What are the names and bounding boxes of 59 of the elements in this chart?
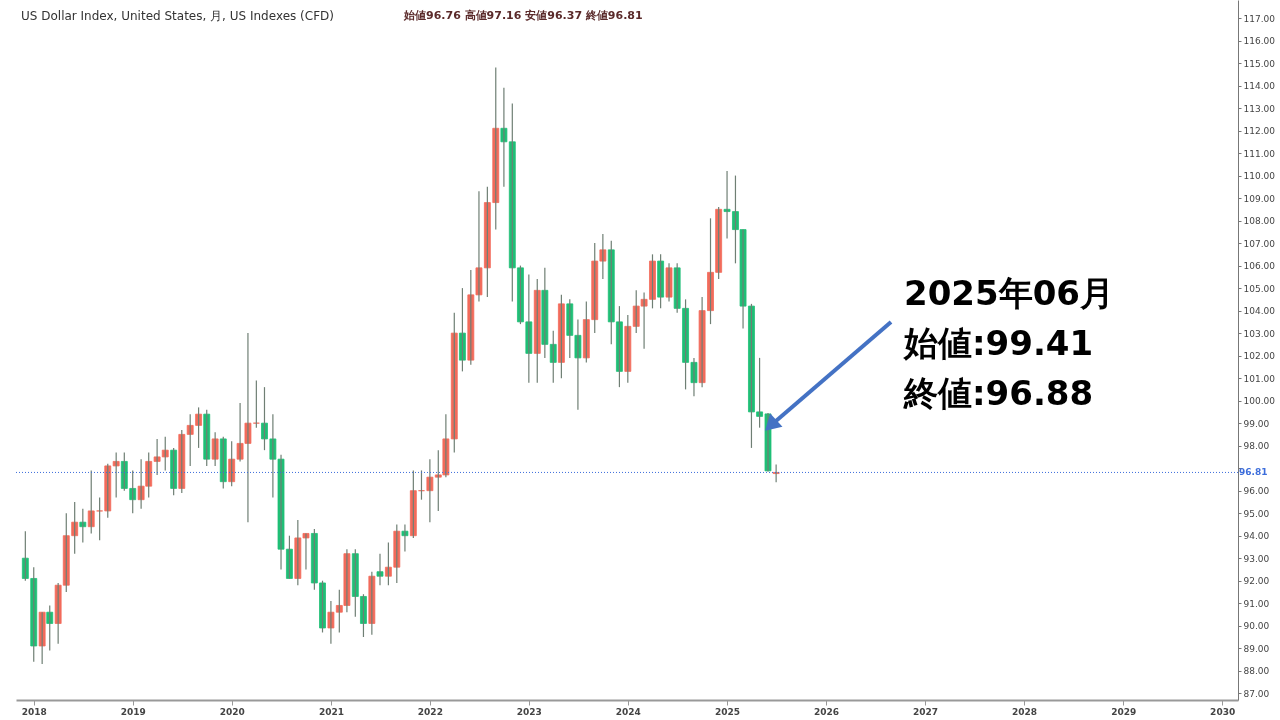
- x-tick-label: 2027: [912, 706, 939, 717]
- x-tick-label: 2030: [1210, 706, 1236, 717]
- y-tick-label: 101.00: [1243, 373, 1276, 384]
- candlestick: [87, 469, 95, 535]
- y-tick-label: 89.00: [1243, 643, 1270, 654]
- y-tick-label: 87.00: [1243, 688, 1270, 699]
- x-tick-label: 2024: [615, 706, 641, 717]
- y-tick-label: 107.00: [1243, 238, 1276, 249]
- ref-line-label: 96.81: [1239, 467, 1268, 478]
- candlestick: [657, 253, 665, 309]
- y-tick-label: 93.00: [1243, 553, 1270, 564]
- y-tick-label: 95.00: [1243, 508, 1270, 519]
- candlestick: [211, 431, 219, 467]
- candlestick: [112, 451, 120, 499]
- y-tick-label: 106.00: [1243, 261, 1276, 272]
- candlestick: [665, 262, 673, 303]
- x-tick-label: 2025: [715, 706, 741, 717]
- x-tick-label: 2018: [21, 706, 47, 717]
- y-tick-label: 113.00: [1243, 103, 1276, 114]
- candlestick: [549, 330, 557, 384]
- y-tick-label: 112.00: [1243, 126, 1276, 137]
- candlestick: [459, 287, 466, 372]
- candlestick: [203, 409, 211, 467]
- text: 始値96.76 高値97.16 安値96.37 終値96.81: [403, 9, 643, 22]
- x-tick-label: 2028: [1011, 706, 1037, 717]
- y-tick-label: 92.00: [1243, 576, 1270, 587]
- x-tick-label: 2029: [1111, 706, 1137, 717]
- x-tick-label: 2023: [516, 706, 542, 717]
- x-tick-label: 2022: [417, 706, 443, 717]
- y-tick-label: 117.00: [1243, 13, 1276, 24]
- annotation: 2025年06月: [904, 273, 1114, 313]
- y-tick-label: 110.00: [1243, 171, 1276, 182]
- y-tick-label: 105.00: [1243, 283, 1276, 294]
- y-tick-label: 94.00: [1243, 531, 1270, 542]
- y-tick-label: 88.00: [1243, 666, 1270, 677]
- x-tick-label: 2019: [120, 706, 146, 717]
- y-tick-label: 102.00: [1243, 351, 1276, 362]
- y-tick-label: 111.00: [1243, 148, 1276, 159]
- x-tick-label: 2020: [219, 706, 245, 717]
- y-tick-label: 108.00: [1243, 216, 1276, 227]
- y-tick-label: 100.00: [1243, 396, 1276, 407]
- x-tick-label: 2021: [318, 706, 344, 717]
- y-tick-label: 98.00: [1243, 441, 1270, 452]
- y-tick-label: 96.00: [1243, 486, 1270, 497]
- y-tick-label: 103.00: [1243, 328, 1276, 339]
- y-tick-label: 116.00: [1243, 36, 1276, 47]
- annotation: 始値:99.41: [903, 323, 1094, 363]
- y-tick-label: 90.00: [1243, 621, 1270, 632]
- y-tick-label: 91.00: [1243, 598, 1270, 609]
- y-tick-label: 109.00: [1243, 193, 1276, 204]
- candlestick: [376, 553, 384, 586]
- y-tick-label: 104.00: [1243, 306, 1276, 317]
- y-tick-label: 99.00: [1243, 418, 1270, 429]
- y-tick-label: 115.00: [1243, 58, 1276, 69]
- candlestick: [38, 611, 46, 665]
- x-tick-label: 2026: [813, 706, 840, 717]
- text: US Dollar Index, United States, 月, US Indexes (CFD): [21, 9, 334, 23]
- y-tick-label: 114.00: [1243, 81, 1276, 92]
- annotation: 終値:96.88: [903, 373, 1094, 413]
